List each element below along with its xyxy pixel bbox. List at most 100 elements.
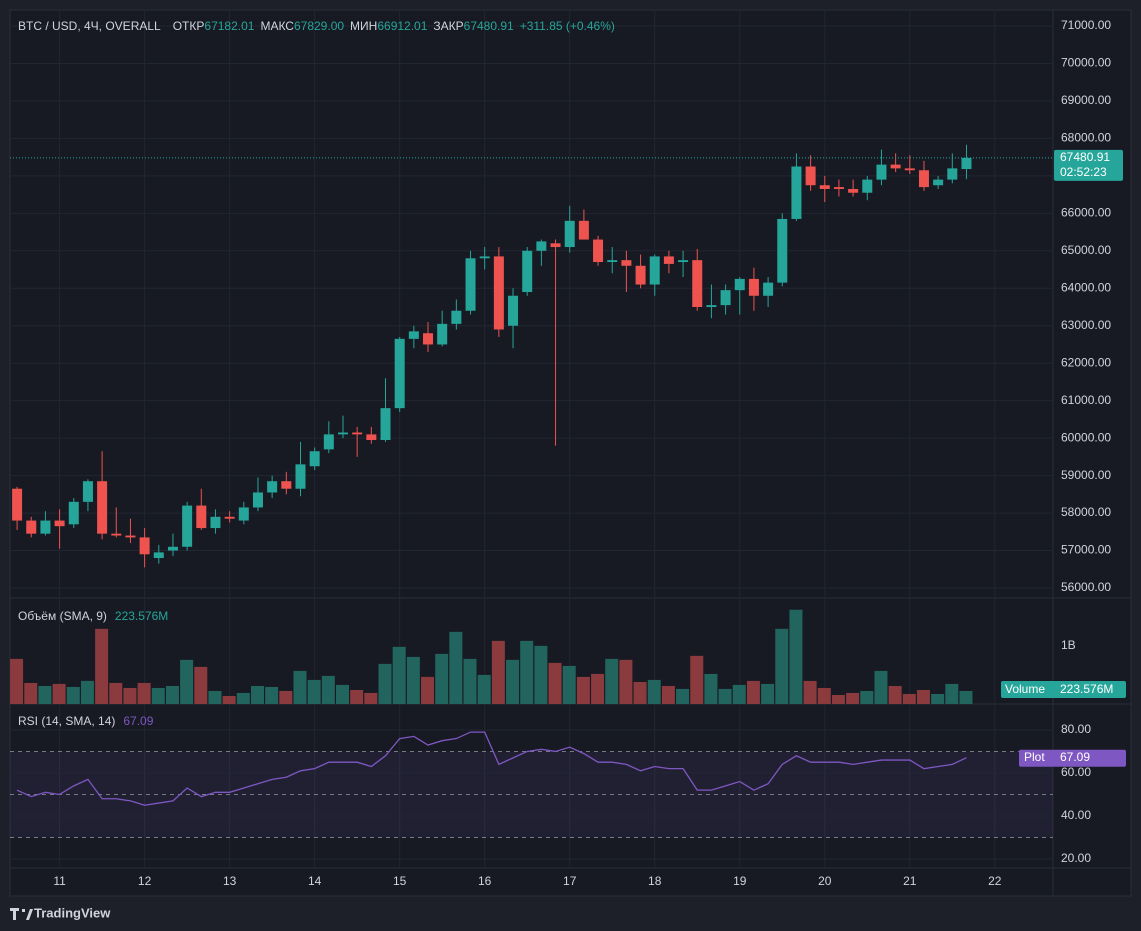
candle-body xyxy=(692,260,703,307)
candle-body xyxy=(734,278,745,291)
volume-bar xyxy=(506,659,520,704)
y-tick-label: 61000.00 xyxy=(1061,393,1111,407)
candle-body xyxy=(904,168,915,171)
volume-bar xyxy=(831,694,845,704)
x-tick-label: 12 xyxy=(138,874,152,888)
volume-bar xyxy=(548,662,562,704)
volume-bar xyxy=(647,679,661,704)
volume-bar xyxy=(690,655,704,704)
value-tag-value: 223.576M xyxy=(1060,682,1113,696)
volume-bar xyxy=(846,692,860,704)
y-tick-label: 64000.00 xyxy=(1061,280,1111,294)
candle-body xyxy=(933,179,944,186)
logo-mark xyxy=(10,908,33,920)
legend-value: 67182.01 xyxy=(204,19,254,33)
candle-body xyxy=(252,492,263,508)
candle-body xyxy=(323,434,334,450)
y-tick-label: 63000.00 xyxy=(1061,318,1111,332)
pane-title: RSI (14, SMA, 14) 67.09 xyxy=(18,714,154,728)
pane-value: 67.09 xyxy=(123,714,153,728)
candle-body xyxy=(125,535,136,538)
volume-bar xyxy=(80,680,94,704)
y-tick-label: 60000.00 xyxy=(1061,430,1111,444)
candle-body xyxy=(564,220,575,248)
pane-name: RSI (14, SMA, 14) xyxy=(18,714,115,728)
x-tick-label: 21 xyxy=(903,874,917,888)
candle-body xyxy=(423,333,434,345)
candle-body xyxy=(26,520,37,534)
volume-bar xyxy=(38,685,52,704)
candle-body xyxy=(309,451,320,467)
volume-bar xyxy=(605,658,619,704)
candle-body xyxy=(408,331,419,339)
volume-bar xyxy=(350,689,364,704)
volume-bar xyxy=(945,683,959,704)
value-tag-value: 67.09 xyxy=(1060,750,1090,764)
x-tick-label: 18 xyxy=(648,874,662,888)
volume-bar xyxy=(307,679,321,704)
candle-body xyxy=(763,282,774,296)
logo[interactable]: TradingView xyxy=(10,905,111,920)
volume-bar xyxy=(406,656,420,704)
y-tick-label: 71000.00 xyxy=(1061,18,1111,32)
volume-bar xyxy=(180,659,194,704)
pane-title: Объём (SMA, 9) 223.576M xyxy=(18,609,168,623)
candle-body xyxy=(678,260,689,263)
price-tag xyxy=(1054,149,1123,181)
y-tick-label: 65000.00 xyxy=(1061,243,1111,257)
volume-bar xyxy=(491,640,505,704)
candle-body xyxy=(139,537,150,555)
candle-body xyxy=(380,408,391,441)
candle-body xyxy=(493,256,504,330)
candle-body xyxy=(54,520,65,527)
candle-body xyxy=(153,552,164,559)
volume-bar xyxy=(392,646,406,704)
volume-bar xyxy=(959,691,973,704)
candle-body xyxy=(621,260,632,266)
volume-bar xyxy=(931,694,945,704)
y-tick-label: 57000.00 xyxy=(1061,543,1111,557)
candle-body xyxy=(479,256,490,259)
candle-body xyxy=(210,516,221,529)
volume-bar xyxy=(137,682,151,704)
volume-bar xyxy=(52,683,66,704)
volume-bar xyxy=(10,658,24,704)
volume-bar xyxy=(732,684,746,704)
volume-bar xyxy=(24,682,38,704)
pane-value: 223.576M xyxy=(115,609,168,623)
volume-bar xyxy=(576,676,590,704)
candle-body xyxy=(649,256,660,285)
candle-body xyxy=(295,464,306,489)
volume-bar xyxy=(435,653,449,704)
volume-bar xyxy=(208,690,222,704)
volume-bar xyxy=(746,680,760,704)
volume-bar xyxy=(803,680,817,704)
candle-body xyxy=(578,220,589,240)
volume-bar xyxy=(378,663,392,704)
x-tick-label: 15 xyxy=(393,874,407,888)
volume-bar xyxy=(194,666,208,704)
x-tick-label: 13 xyxy=(223,874,237,888)
value-tag xyxy=(1001,681,1126,698)
volume-bar xyxy=(817,687,831,704)
value-tag xyxy=(1019,749,1126,767)
footer-brand: TradingView xyxy=(34,905,111,920)
volume-bar xyxy=(123,687,137,704)
legend-value: 67829.00 xyxy=(294,19,344,33)
volume-bar xyxy=(165,685,179,704)
x-tick-label: 14 xyxy=(308,874,322,888)
candle-body xyxy=(607,260,618,263)
candle-body xyxy=(267,481,278,493)
candle-body xyxy=(918,170,929,188)
volume-bar xyxy=(761,683,775,704)
volume-bar xyxy=(477,674,491,704)
volume-bar xyxy=(860,690,874,704)
candle-body xyxy=(182,505,193,547)
x-tick-label: 11 xyxy=(53,874,66,888)
rsi-line xyxy=(16,731,967,806)
candle-body xyxy=(593,239,604,263)
candle-body xyxy=(720,290,731,306)
y-tick-label: 1B xyxy=(1061,638,1076,652)
candle-body xyxy=(437,323,448,345)
